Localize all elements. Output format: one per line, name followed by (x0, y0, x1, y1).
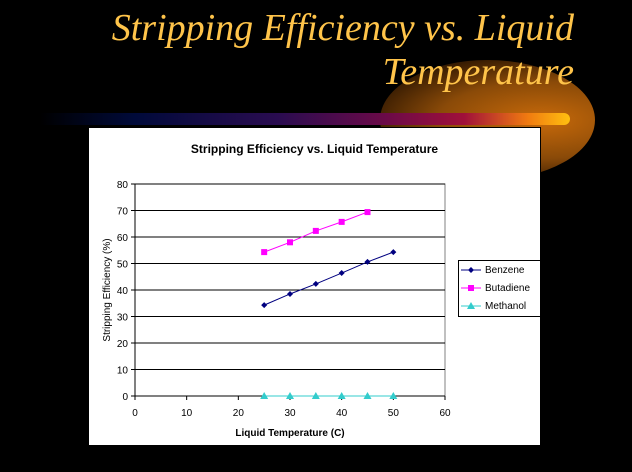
butadiene-point (261, 249, 268, 256)
legend-swatch (461, 285, 481, 291)
y-tick-label: 0 (122, 392, 128, 403)
chart-title: Stripping Efficiency vs. Liquid Temperat… (190, 142, 439, 156)
legend-item-benzene: Benzene (459, 261, 540, 279)
benzene-point (312, 280, 319, 287)
legend-label: Butadiene (485, 282, 531, 294)
x-tick-label: 10 (181, 408, 193, 419)
x-tick-label: 0 (132, 408, 138, 419)
y-tick-label: 30 (117, 313, 129, 324)
x-tick-label: 60 (439, 408, 451, 419)
decorative-gradient-bar (40, 113, 570, 125)
y-tick-label: 10 (117, 366, 129, 377)
methanol-point (363, 392, 372, 399)
plot-area: 0 10 20 30 40 50 60 70 80 0 10 20 30 40 50 60 Liquid Tem… (102, 180, 451, 439)
x-axis-label: Liquid Temperature (C) (235, 428, 344, 439)
benzene-point (287, 290, 293, 297)
legend-marker (468, 267, 474, 273)
legend-swatch (461, 267, 481, 273)
benzene-point (390, 249, 397, 256)
y-tick-label: 60 (117, 233, 129, 244)
slide-title: Stripping Efficiency vs. Liquid Temperat… (112, 6, 574, 94)
y-tick-label: 50 (117, 260, 129, 271)
legend-item-butadiene: Butadiene (459, 279, 540, 297)
benzene-line (263, 251, 394, 306)
methanol-point (389, 392, 398, 399)
methanol-point (337, 392, 346, 399)
legend: Benzene Butadiene Methanol (458, 260, 541, 317)
legend-label: Benzene (485, 264, 525, 276)
butadiene-point (338, 218, 345, 225)
legend-marker (467, 302, 475, 309)
y-tick-label: 70 (117, 207, 129, 218)
y-tick-label: 80 (117, 180, 129, 191)
benzene-point (261, 302, 268, 309)
x-tick-label: 50 (388, 408, 400, 419)
butadiene-point (312, 227, 319, 234)
legend-label: Methanol (485, 300, 527, 312)
methanol-point (286, 392, 294, 399)
x-tick-label: 30 (284, 408, 296, 419)
y-axis-label: Stripping Efficiency (%) (102, 238, 113, 341)
y-tick-label: 20 (117, 339, 129, 350)
butadiene-point (364, 209, 371, 216)
x-tick-label: 20 (233, 408, 245, 419)
benzene-point (338, 270, 345, 277)
methanol-point (311, 392, 320, 399)
slide-title-line2: Temperature (382, 51, 574, 93)
y-tick-label: 40 (117, 286, 129, 297)
slide-title-line1: Stripping Efficiency vs. Liquid (111, 7, 574, 49)
legend-marker (468, 285, 474, 291)
benzene-point (364, 258, 371, 265)
legend-item-methanol: Methanol (459, 297, 540, 315)
butadiene-point (287, 239, 293, 246)
legend-swatch (461, 302, 481, 309)
x-tick-label: 40 (336, 408, 348, 419)
methanol-point (260, 392, 269, 399)
chart: Stripping Efficiency vs. Liquid Temperat… (88, 127, 541, 446)
